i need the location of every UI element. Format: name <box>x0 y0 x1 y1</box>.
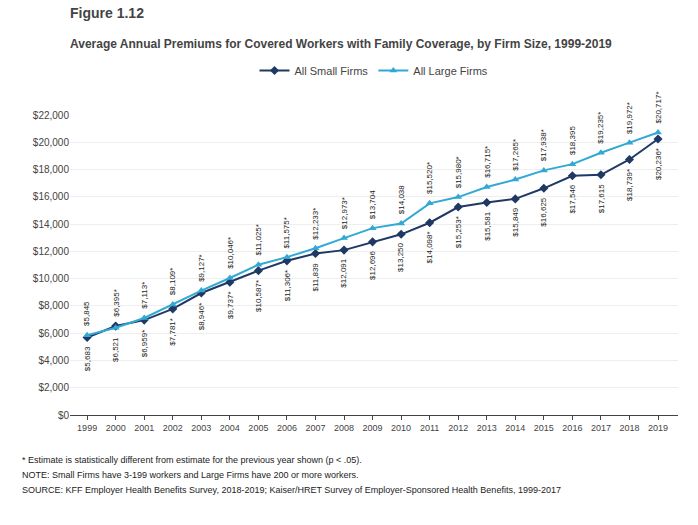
svg-text:$9,737*: $9,737* <box>226 291 235 319</box>
svg-text:$13,704: $13,704 <box>368 190 377 219</box>
svg-text:2011: 2011 <box>420 423 439 433</box>
svg-text:2015: 2015 <box>534 423 554 433</box>
svg-text:$4,000: $4,000 <box>38 355 69 366</box>
svg-text:All Large Firms: All Large Firms <box>413 65 487 77</box>
svg-text:$15,253*: $15,253* <box>454 216 463 248</box>
svg-text:$12,091: $12,091 <box>339 258 348 287</box>
svg-text:$7,113*: $7,113* <box>140 282 149 309</box>
svg-text:* Estimate is statistically di: * Estimate is statistically different fr… <box>22 455 362 465</box>
svg-text:2005: 2005 <box>248 423 268 433</box>
svg-text:$20,717*: $20,717* <box>654 91 663 123</box>
svg-text:$18,395: $18,395 <box>568 126 577 155</box>
svg-text:$22,000: $22,000 <box>33 110 70 121</box>
svg-text:2019: 2019 <box>648 423 668 433</box>
svg-text:1999: 1999 <box>77 423 97 433</box>
svg-text:$17,265*: $17,265* <box>511 139 520 171</box>
svg-text:$17,615: $17,615 <box>597 184 606 213</box>
svg-text:$15,520*: $15,520* <box>425 162 434 194</box>
svg-text:2012: 2012 <box>448 423 468 433</box>
svg-text:$12,696: $12,696 <box>368 250 377 279</box>
svg-text:$12,000: $12,000 <box>33 246 70 257</box>
svg-text:2010: 2010 <box>391 423 411 433</box>
svg-text:2002: 2002 <box>163 423 183 433</box>
svg-text:$5,683: $5,683 <box>83 346 92 371</box>
svg-text:$14,098*: $14,098* <box>425 231 434 263</box>
svg-text:$11,306*: $11,306* <box>283 270 292 301</box>
svg-text:2007: 2007 <box>305 423 325 433</box>
svg-text:2004: 2004 <box>220 423 240 433</box>
svg-text:$16,625: $16,625 <box>539 197 548 226</box>
svg-text:$5,845: $5,845 <box>82 301 91 326</box>
svg-text:$15,849: $15,849 <box>511 207 520 236</box>
svg-text:$6,521: $6,521 <box>111 337 120 362</box>
svg-text:$0: $0 <box>58 410 70 421</box>
svg-text:$11,839: $11,839 <box>311 263 320 292</box>
svg-text:$8,946*: $8,946* <box>197 303 206 331</box>
svg-text:$18,000: $18,000 <box>33 164 70 175</box>
svg-text:2014: 2014 <box>505 423 525 433</box>
svg-text:$15,581: $15,581 <box>483 211 492 240</box>
svg-text:2008: 2008 <box>334 423 354 433</box>
svg-text:Figure 1.12: Figure 1.12 <box>70 5 144 21</box>
svg-text:$11,575*: $11,575* <box>282 217 291 248</box>
svg-text:$10,587*: $10,587* <box>254 280 263 312</box>
svg-text:$17,546: $17,546 <box>568 184 577 213</box>
svg-text:2003: 2003 <box>191 423 211 433</box>
svg-text:$8,109*: $8,109* <box>168 268 177 296</box>
svg-text:$20,000: $20,000 <box>33 137 70 148</box>
svg-text:2006: 2006 <box>277 423 297 433</box>
svg-text:$7,781*: $7,781* <box>168 318 177 346</box>
svg-text:$20,236*: $20,236* <box>654 148 663 180</box>
svg-text:$6,959*: $6,959* <box>140 330 149 358</box>
svg-text:$10,000: $10,000 <box>33 273 70 284</box>
svg-text:2016: 2016 <box>562 423 582 433</box>
svg-text:SOURCE: KFF Employer Health Be: SOURCE: KFF Employer Health Benefits Sur… <box>22 485 561 495</box>
svg-text:Average Annual Premiums for Co: Average Annual Premiums for Covered Work… <box>70 37 612 51</box>
svg-text:$19,972*: $19,972* <box>625 102 634 134</box>
svg-text:$12,973*: $12,973* <box>340 197 349 229</box>
svg-text:2001: 2001 <box>134 423 154 433</box>
svg-text:$9,127*: $9,127* <box>197 254 206 282</box>
svg-text:$16,715*: $16,715* <box>483 146 492 178</box>
svg-text:$19,235*: $19,235* <box>596 112 605 144</box>
svg-text:2018: 2018 <box>619 423 639 433</box>
svg-text:$6,395*: $6,395* <box>112 289 121 317</box>
svg-text:2017: 2017 <box>591 423 611 433</box>
svg-text:$16,000: $16,000 <box>33 191 70 202</box>
svg-text:NOTE: Small Firms have 3-199 w: NOTE: Small Firms have 3-199 workers and… <box>22 470 359 480</box>
svg-text:$17,938*: $17,938* <box>539 129 548 161</box>
svg-text:$14,038: $14,038 <box>397 185 406 214</box>
svg-text:$13,250: $13,250 <box>396 242 405 271</box>
svg-text:$8,000: $8,000 <box>38 300 69 311</box>
svg-text:2013: 2013 <box>477 423 497 433</box>
svg-text:$18,739*: $18,739* <box>625 169 634 201</box>
svg-text:$12,233*: $12,233* <box>311 208 320 240</box>
svg-text:2009: 2009 <box>363 423 383 433</box>
svg-text:$10,046*: $10,046* <box>226 237 235 269</box>
svg-text:$15,980*: $15,980* <box>454 156 463 188</box>
svg-text:2000: 2000 <box>106 423 126 433</box>
svg-text:$14,000: $14,000 <box>33 219 70 230</box>
svg-text:$2,000: $2,000 <box>38 382 69 393</box>
svg-text:All Small Firms: All Small Firms <box>295 65 369 77</box>
svg-text:$6,000: $6,000 <box>38 328 69 339</box>
svg-text:$11,025*: $11,025* <box>254 224 263 255</box>
